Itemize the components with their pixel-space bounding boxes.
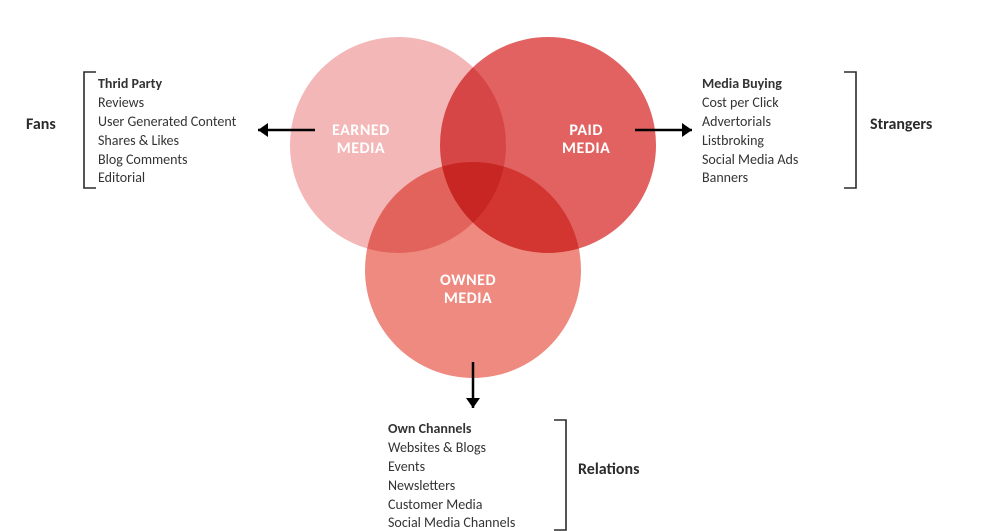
- callout-owned: Own Channels Websites & Blogs Events New…: [388, 420, 515, 531]
- callout-paid-item: Cost per Click: [702, 94, 798, 113]
- audience-owned: Relations: [578, 460, 639, 479]
- callout-owned-item: Newsletters: [388, 477, 515, 496]
- callout-earned-header: Thrid Party: [98, 75, 236, 94]
- bracket-earned: [82, 70, 98, 190]
- callout-paid-header: Media Buying: [702, 75, 798, 94]
- venn-diagram-canvas: EARNED MEDIA PAID MEDIA OWNED MEDIA Thri…: [0, 0, 1001, 531]
- callout-paid-item: Social Media Ads: [702, 151, 798, 170]
- callout-earned-item: Shares & Likes: [98, 132, 236, 151]
- callout-earned: Thrid Party Reviews User Generated Conte…: [98, 75, 236, 188]
- callout-paid: Media Buying Cost per Click Advertorials…: [702, 75, 798, 188]
- callout-owned-header: Own Channels: [388, 420, 515, 439]
- venn-circle-owned: [365, 162, 581, 378]
- bracket-owned: [552, 418, 568, 531]
- audience-earned: Fans: [26, 115, 56, 134]
- venn-label-paid: PAID MEDIA: [562, 122, 610, 157]
- arrow-paid: [623, 118, 704, 142]
- callout-earned-item: Editorial: [98, 169, 236, 188]
- callout-paid-item: Advertorials: [702, 113, 798, 132]
- venn-label-earned: EARNED MEDIA: [332, 122, 390, 157]
- arrow-owned: [461, 350, 485, 420]
- callout-paid-item: Banners: [702, 169, 798, 188]
- callout-owned-item: Social Media Channels: [388, 514, 515, 531]
- arrow-earned: [246, 118, 327, 142]
- audience-paid: Strangers: [870, 115, 932, 134]
- callout-owned-item: Events: [388, 458, 515, 477]
- bracket-paid: [842, 70, 858, 190]
- callout-paid-item: Listbroking: [702, 132, 798, 151]
- venn-label-owned: OWNED MEDIA: [440, 272, 496, 307]
- callout-owned-item: Websites & Blogs: [388, 439, 515, 458]
- callout-earned-item: Reviews: [98, 94, 236, 113]
- callout-owned-item: Customer Media: [388, 496, 515, 515]
- callout-earned-item: User Generated Content: [98, 113, 236, 132]
- callout-earned-item: Blog Comments: [98, 151, 236, 170]
